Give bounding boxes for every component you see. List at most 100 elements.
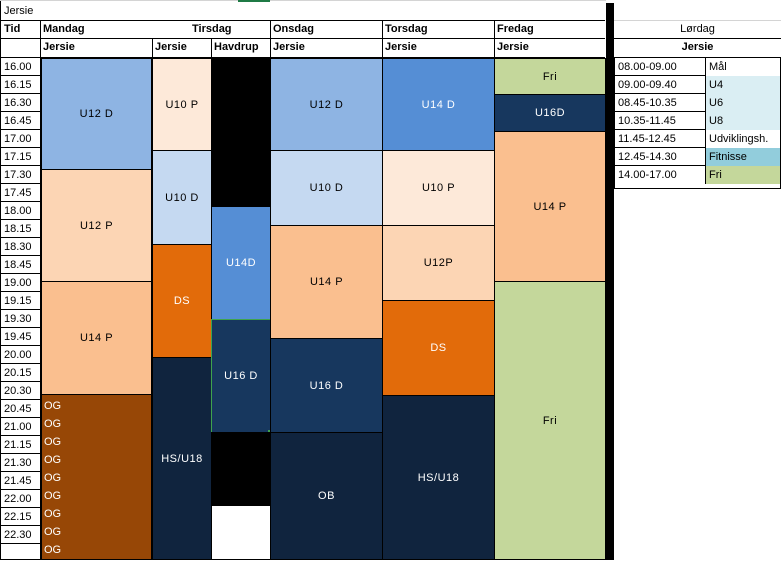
header-tid: Tid — [4, 23, 21, 35]
grid-line — [614, 38, 781, 39]
block-tue-ds[interactable]: DS — [152, 244, 212, 358]
saturday-row[interactable]: 14.00-17.00 Fri — [615, 166, 780, 184]
saturday-activity: U8 — [705, 112, 780, 130]
block-thu-hsu18[interactable]: HS/U18 — [382, 395, 495, 560]
grid-line — [270, 20, 271, 58]
grid-line — [0, 38, 605, 39]
og-label: OG — [44, 544, 62, 556]
block-thu-ds[interactable]: DS — [382, 300, 495, 396]
venue-onsdag: Jersie — [273, 41, 305, 53]
grid-line — [614, 57, 781, 58]
saturday-time: 09.00-09.40 — [618, 79, 677, 91]
venue-fredag: Jersie — [497, 41, 529, 53]
og-label: OG — [44, 418, 62, 430]
time-cell: 22.00 — [4, 493, 32, 505]
saturday-time: 12.45-14.30 — [618, 151, 677, 163]
block-mon-u12d[interactable]: U12 D — [41, 58, 152, 170]
block-wed-u14p[interactable]: U14 P — [270, 225, 383, 339]
venue-tirsdag-a: Jersie — [155, 41, 187, 53]
saturday-row[interactable]: 11.45-12.45 Udviklingsh. — [615, 130, 780, 148]
header-fredag: Fredag — [497, 23, 534, 35]
saturday-row[interactable]: 08.45-10.35 U6 — [615, 94, 780, 112]
time-cell: 20.30 — [4, 385, 32, 397]
time-cell: 17.30 — [4, 169, 32, 181]
grid-line — [0, 20, 605, 21]
block-thu-u12p[interactable]: U12P — [382, 225, 495, 301]
block-wed-u12d[interactable]: U12 D — [270, 58, 383, 151]
og-label: OG — [44, 508, 62, 520]
grid-line — [0, 0, 1, 560]
time-cell: 18.00 — [4, 205, 32, 217]
time-cell: 19.15 — [4, 295, 32, 307]
time-cell: 17.15 — [4, 151, 32, 163]
grid-line — [0, 0, 606, 1]
block-tue-havdrup-closed — [211, 58, 271, 207]
block-tue-hsu18[interactable]: HS/U18 — [152, 357, 212, 560]
header-mandag: Mandag — [43, 23, 85, 35]
time-cell: 18.15 — [4, 223, 32, 235]
time-cell: 17.00 — [4, 133, 32, 145]
block-fri-fri2[interactable]: Fri — [494, 281, 606, 560]
saturday-time: 08.00-09.00 — [618, 61, 677, 73]
active-cell-marker — [238, 0, 270, 2]
block-tue-havdrup-closed-late — [211, 432, 271, 506]
time-cell: 20.15 — [4, 367, 32, 379]
block-fri-u16d[interactable]: U16D — [494, 94, 606, 132]
grid-line — [382, 20, 383, 58]
time-cell: 16.45 — [4, 115, 32, 127]
saturday-row[interactable]: 12.45-14.30 Fitnisse — [615, 148, 780, 166]
header-tirsdag: Tirsdag — [192, 23, 232, 35]
saturday-activity: Fitnisse — [705, 148, 780, 166]
og-label: OG — [44, 490, 62, 502]
block-mon-u14p[interactable]: U14 P — [41, 281, 152, 395]
saturday-row[interactable]: 08.00-09.00 Mål — [615, 58, 780, 76]
saturday-time: 14.00-17.00 — [618, 169, 677, 181]
saturday-activity: U4 — [705, 76, 780, 94]
week-divider — [606, 3, 614, 560]
saturday-time: 10.35-11.45 — [618, 115, 676, 127]
block-tue-u10d[interactable]: U10 D — [152, 150, 212, 245]
venue-tirsdag-b: Havdrup — [214, 41, 259, 53]
block-fri-u14p[interactable]: U14 P — [494, 131, 606, 282]
time-cell: 16.30 — [4, 97, 32, 109]
og-label: OG — [44, 454, 62, 466]
block-tue-u16d[interactable]: U16 D — [211, 319, 271, 433]
time-cell: 16.15 — [4, 79, 32, 91]
time-cell: 21.15 — [4, 439, 32, 451]
time-cell: 19.00 — [4, 277, 32, 289]
grid-line — [0, 57, 605, 58]
header-lordag: Lørdag — [680, 23, 715, 35]
time-cell: 22.15 — [4, 511, 32, 523]
time-cell: 19.30 — [4, 313, 32, 325]
time-cell: 17.45 — [4, 187, 32, 199]
time-cell: 20.00 — [4, 349, 32, 361]
saturday-activity: Fri — [705, 166, 780, 184]
og-label: OG — [44, 526, 62, 538]
grid-line — [152, 38, 153, 58]
time-cell: 20.45 — [4, 403, 32, 415]
block-fri-fri1[interactable]: Fri — [494, 58, 606, 95]
og-label: OG — [44, 472, 62, 484]
grid-line — [0, 559, 606, 560]
time-cell: 22.30 — [4, 529, 32, 541]
saturday-row[interactable]: 09.00-09.40 U4 — [615, 76, 780, 94]
block-tue-u10p[interactable]: U10 P — [152, 58, 212, 151]
block-thu-u10p[interactable]: U10 P — [382, 150, 495, 226]
venue-mandag: Jersie — [43, 41, 75, 53]
venue-torsdag: Jersie — [385, 41, 417, 53]
block-tue-u14d[interactable]: U14D — [211, 206, 271, 320]
block-thu-u14d[interactable]: U14 D — [382, 58, 495, 151]
block-wed-u16d[interactable]: U16 D — [270, 338, 383, 433]
time-cell: 18.30 — [4, 241, 32, 253]
time-cell: 21.45 — [4, 475, 32, 487]
block-mon-u12p[interactable]: U12 P — [41, 169, 152, 282]
block-wed-ob[interactable]: OB — [270, 432, 383, 560]
block-wed-u10d[interactable]: U10 D — [270, 150, 383, 226]
grid-line — [40, 20, 41, 560]
saturday-row[interactable]: 10.35-11.45 U8 — [615, 112, 780, 130]
saturday-time: 11.45-12.45 — [618, 133, 676, 145]
header-onsdag: Onsdag — [273, 23, 314, 35]
saturday-activity: U6 — [705, 94, 780, 112]
block-mon-og[interactable] — [41, 394, 152, 560]
saturday-activity: Mål — [705, 58, 780, 76]
